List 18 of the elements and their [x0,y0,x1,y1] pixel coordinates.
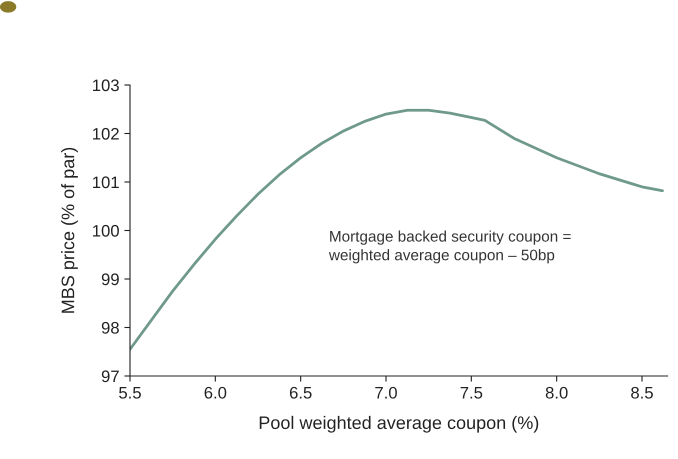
y-tick-label: 98 [102,322,119,334]
x-tick-label: 5.5 [119,387,141,399]
x-tick-label: 8.0 [546,386,568,399]
line-series [130,108,664,351]
y-axis-title: MBS price (% of par) [61,148,78,313]
annotation: Mortgage backed security coupon = weighted average coupon – 50bp [328,230,571,264]
x-tick-label: 8.5 [631,386,653,399]
y-tick-label: 102 [93,128,119,140]
y-tick-label: 99 [102,273,119,286]
y-tick-label: 103 [93,79,119,92]
y-tick-label: 101 [93,176,119,188]
x-tick-label: 6.0 [204,386,226,399]
x-tick-label: 7.0 [375,386,397,399]
x-tick-label: 7.5 [460,387,482,399]
x-axis-title: Pool weighted average coupon (%) [260,416,538,433]
x-tick-label: 6.5 [290,386,312,399]
y-tick-label: 97 [102,370,119,382]
y-tick-label: 100 [93,224,119,237]
